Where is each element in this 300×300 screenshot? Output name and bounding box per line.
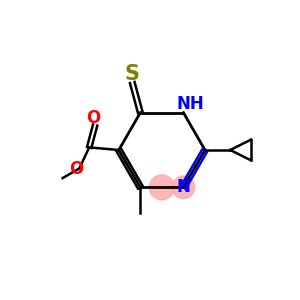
Circle shape — [172, 176, 195, 199]
Text: O: O — [69, 160, 83, 178]
Text: NH: NH — [176, 95, 204, 113]
Circle shape — [149, 175, 174, 200]
Text: N: N — [176, 178, 190, 196]
Text: O: O — [87, 110, 101, 128]
Text: S: S — [125, 64, 140, 84]
